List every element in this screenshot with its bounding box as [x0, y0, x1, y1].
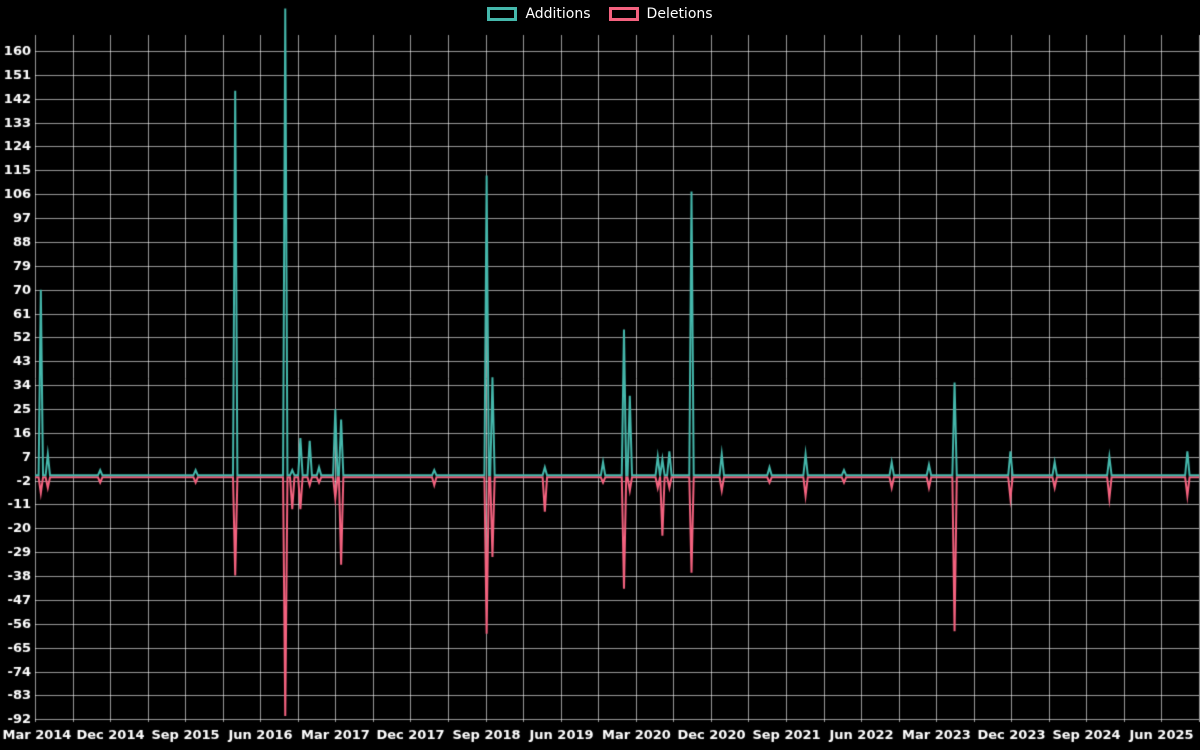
code-frequency-chart-canvas[interactable] [0, 0, 1200, 750]
code-frequency-page: Additions Deletions [0, 0, 1200, 750]
